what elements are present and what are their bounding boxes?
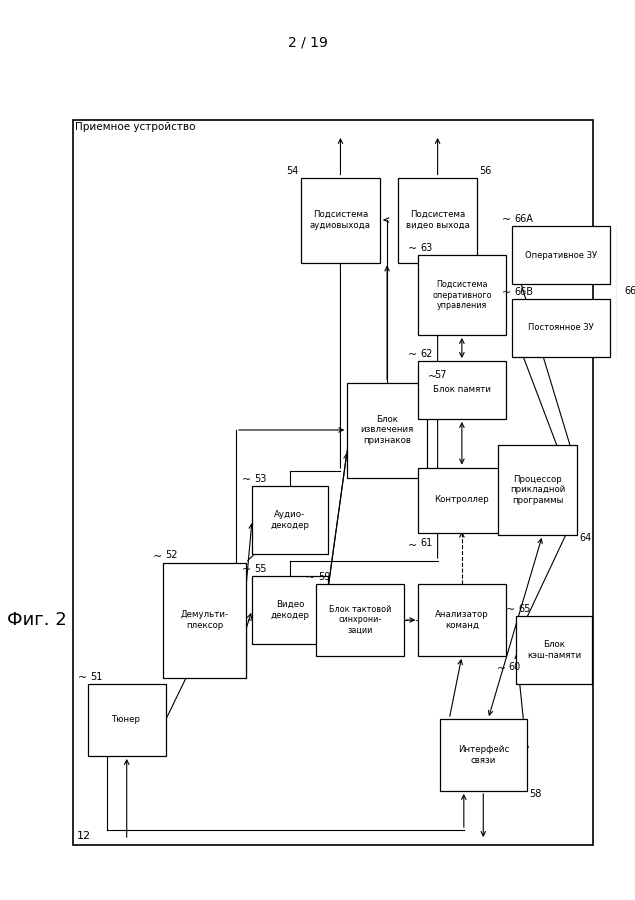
Bar	[498, 445, 577, 535]
Bar	[300, 177, 380, 263]
Text: 62: 62	[420, 349, 432, 359]
Text: 56: 56	[479, 166, 491, 176]
Text: 12: 12	[77, 831, 91, 841]
Text: Анализатор
команд: Анализатор команд	[435, 610, 489, 630]
Text: Оперативное ЗУ: Оперативное ЗУ	[525, 250, 597, 259]
Text: Демульти-
плексор: Демульти- плексор	[180, 610, 229, 630]
Text: ~: ~	[306, 573, 315, 583]
Text: 61: 61	[420, 538, 432, 548]
Text: ~: ~	[408, 244, 417, 254]
Text: 60: 60	[509, 662, 521, 672]
Text: ~: ~	[497, 664, 507, 674]
Text: 59: 59	[318, 572, 330, 582]
Text: ~: ~	[153, 552, 162, 562]
Text: 2 / 19: 2 / 19	[288, 35, 328, 49]
Bar	[252, 576, 328, 644]
Text: Процессор
прикладной
программы: Процессор прикладной программы	[510, 475, 565, 505]
Text: Блок тактовой
синхрони-
зации: Блок тактовой синхрони- зации	[329, 605, 391, 635]
Text: Подсистема
аудиовыхода: Подсистема аудиовыхода	[310, 210, 371, 230]
Text: Подсистема
оперативного
управления: Подсистема оперативного управления	[432, 280, 491, 310]
Text: ~: ~	[502, 215, 511, 225]
Text: 57: 57	[435, 371, 447, 381]
Text: ~: ~	[408, 541, 417, 551]
Bar	[73, 120, 593, 845]
Text: ~: ~	[242, 565, 251, 575]
Text: Блок
кэш-памяти: Блок кэш-памяти	[527, 640, 581, 660]
Text: 52: 52	[165, 551, 178, 561]
Text: 54: 54	[286, 166, 298, 176]
Text: 53: 53	[254, 474, 266, 484]
Text: Подсистема
видео выхода: Подсистема видео выхода	[406, 210, 469, 230]
Text: 55: 55	[254, 564, 267, 574]
Bar	[512, 299, 610, 357]
Bar	[347, 382, 427, 478]
Bar	[316, 584, 404, 656]
Text: ~: ~	[242, 475, 251, 485]
Text: Контроллер: Контроллер	[434, 496, 489, 505]
Bar	[418, 467, 505, 533]
Bar	[163, 562, 246, 678]
Text: 63: 63	[420, 243, 432, 253]
Text: Тюнер: Тюнер	[112, 716, 141, 724]
Bar	[88, 684, 166, 756]
Bar	[516, 616, 592, 684]
Text: 66B: 66B	[514, 287, 533, 297]
Bar	[398, 177, 478, 263]
Bar	[418, 584, 505, 656]
Bar	[439, 719, 527, 791]
Text: Фиг. 2: Фиг. 2	[8, 611, 67, 629]
Text: 65: 65	[518, 604, 531, 614]
Text: ~: ~	[77, 673, 87, 683]
Text: Постоянное ЗУ: Постоянное ЗУ	[528, 323, 594, 332]
Text: Видео
декодер: Видео декодер	[271, 600, 309, 620]
Text: ~: ~	[502, 288, 511, 298]
Bar	[512, 226, 610, 284]
Text: Интерфейс
связи: Интерфейс связи	[458, 745, 509, 765]
Text: Аудио-
декодер: Аудио- декодер	[271, 510, 309, 530]
Text: ~: ~	[428, 372, 437, 382]
Text: Блок памяти: Блок памяти	[433, 385, 491, 394]
Text: Приемное устройство: Приемное устройство	[75, 122, 196, 132]
Bar	[418, 255, 505, 335]
Text: 58: 58	[529, 789, 541, 799]
Bar	[252, 486, 328, 554]
Bar	[418, 361, 505, 419]
Text: 66A: 66A	[514, 214, 533, 224]
Text: ~: ~	[408, 350, 417, 360]
Text: ~: ~	[506, 605, 516, 615]
Text: 51: 51	[90, 672, 102, 682]
Text: 64: 64	[579, 533, 592, 543]
Text: Блок
извлечения
признаков: Блок извлечения признаков	[361, 415, 414, 446]
Text: 66: 66	[624, 286, 635, 296]
